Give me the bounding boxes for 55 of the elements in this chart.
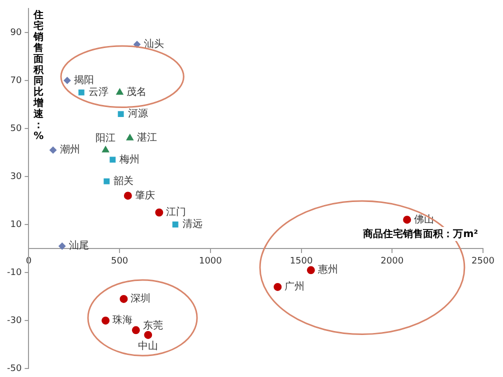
annotation: 清远 bbox=[182, 218, 202, 230]
x-tick-label: 1000 bbox=[198, 256, 222, 266]
point bbox=[144, 330, 152, 339]
annotation: 东莞 bbox=[142, 319, 163, 332]
point bbox=[274, 282, 282, 291]
annotation: 肇庆 bbox=[134, 189, 155, 202]
annotation: 汕头 bbox=[144, 38, 164, 50]
y-tick-label: 50 bbox=[10, 124, 22, 134]
annotation: 茂名 bbox=[126, 86, 147, 98]
point bbox=[124, 192, 132, 200]
point bbox=[50, 146, 57, 154]
annotation: 梅州 bbox=[118, 153, 140, 166]
point bbox=[110, 156, 116, 163]
x-tick-label: 1500 bbox=[290, 256, 314, 266]
point bbox=[126, 134, 134, 140]
point bbox=[116, 88, 124, 95]
annotation: 中山 bbox=[138, 340, 158, 352]
point bbox=[118, 111, 124, 118]
point bbox=[102, 316, 110, 325]
point bbox=[104, 178, 110, 184]
annotation: 阳江 bbox=[96, 132, 116, 144]
point bbox=[306, 266, 315, 274]
point bbox=[102, 146, 110, 152]
point bbox=[64, 76, 71, 84]
annotation: 深圳 bbox=[130, 292, 151, 305]
y-tick-label: 70 bbox=[10, 76, 22, 86]
x-tick-label: 500 bbox=[110, 256, 128, 266]
y-tick-label: -50 bbox=[6, 364, 22, 374]
annotation: 汕尾 bbox=[69, 240, 90, 252]
text: 住宅销售面积同比增速：% bbox=[34, 10, 44, 142]
y-tick-label: 90 bbox=[10, 28, 22, 38]
annotation: 湛江 bbox=[136, 132, 157, 144]
annotation: 云浮 bbox=[88, 86, 108, 98]
y-tick-label: -10 bbox=[6, 268, 22, 278]
y-tick-label: 10 bbox=[10, 220, 22, 230]
annotation: 韶关 bbox=[114, 174, 134, 187]
point bbox=[403, 216, 412, 224]
x-tick-label: 2500 bbox=[472, 256, 495, 266]
annotation: 珠海 bbox=[112, 314, 133, 326]
point bbox=[58, 242, 66, 250]
point bbox=[155, 208, 164, 217]
annotation: 潮州 bbox=[60, 144, 80, 156]
y-tick-label: -30 bbox=[6, 316, 22, 326]
annotation: 惠州 bbox=[316, 264, 338, 276]
annotation: 河源 bbox=[128, 108, 148, 120]
annotation: 江门 bbox=[166, 206, 186, 218]
point bbox=[132, 326, 140, 334]
y-tick-label: 30 bbox=[10, 172, 22, 182]
point bbox=[172, 222, 178, 228]
point bbox=[78, 89, 84, 96]
x-tick-label: 2000 bbox=[380, 256, 404, 266]
point bbox=[120, 294, 128, 303]
annotation: 广州 bbox=[284, 280, 305, 293]
annotation: 揭阳 bbox=[74, 74, 94, 86]
x-axis-title: 商品住宅销售面积：万m² bbox=[362, 226, 479, 241]
